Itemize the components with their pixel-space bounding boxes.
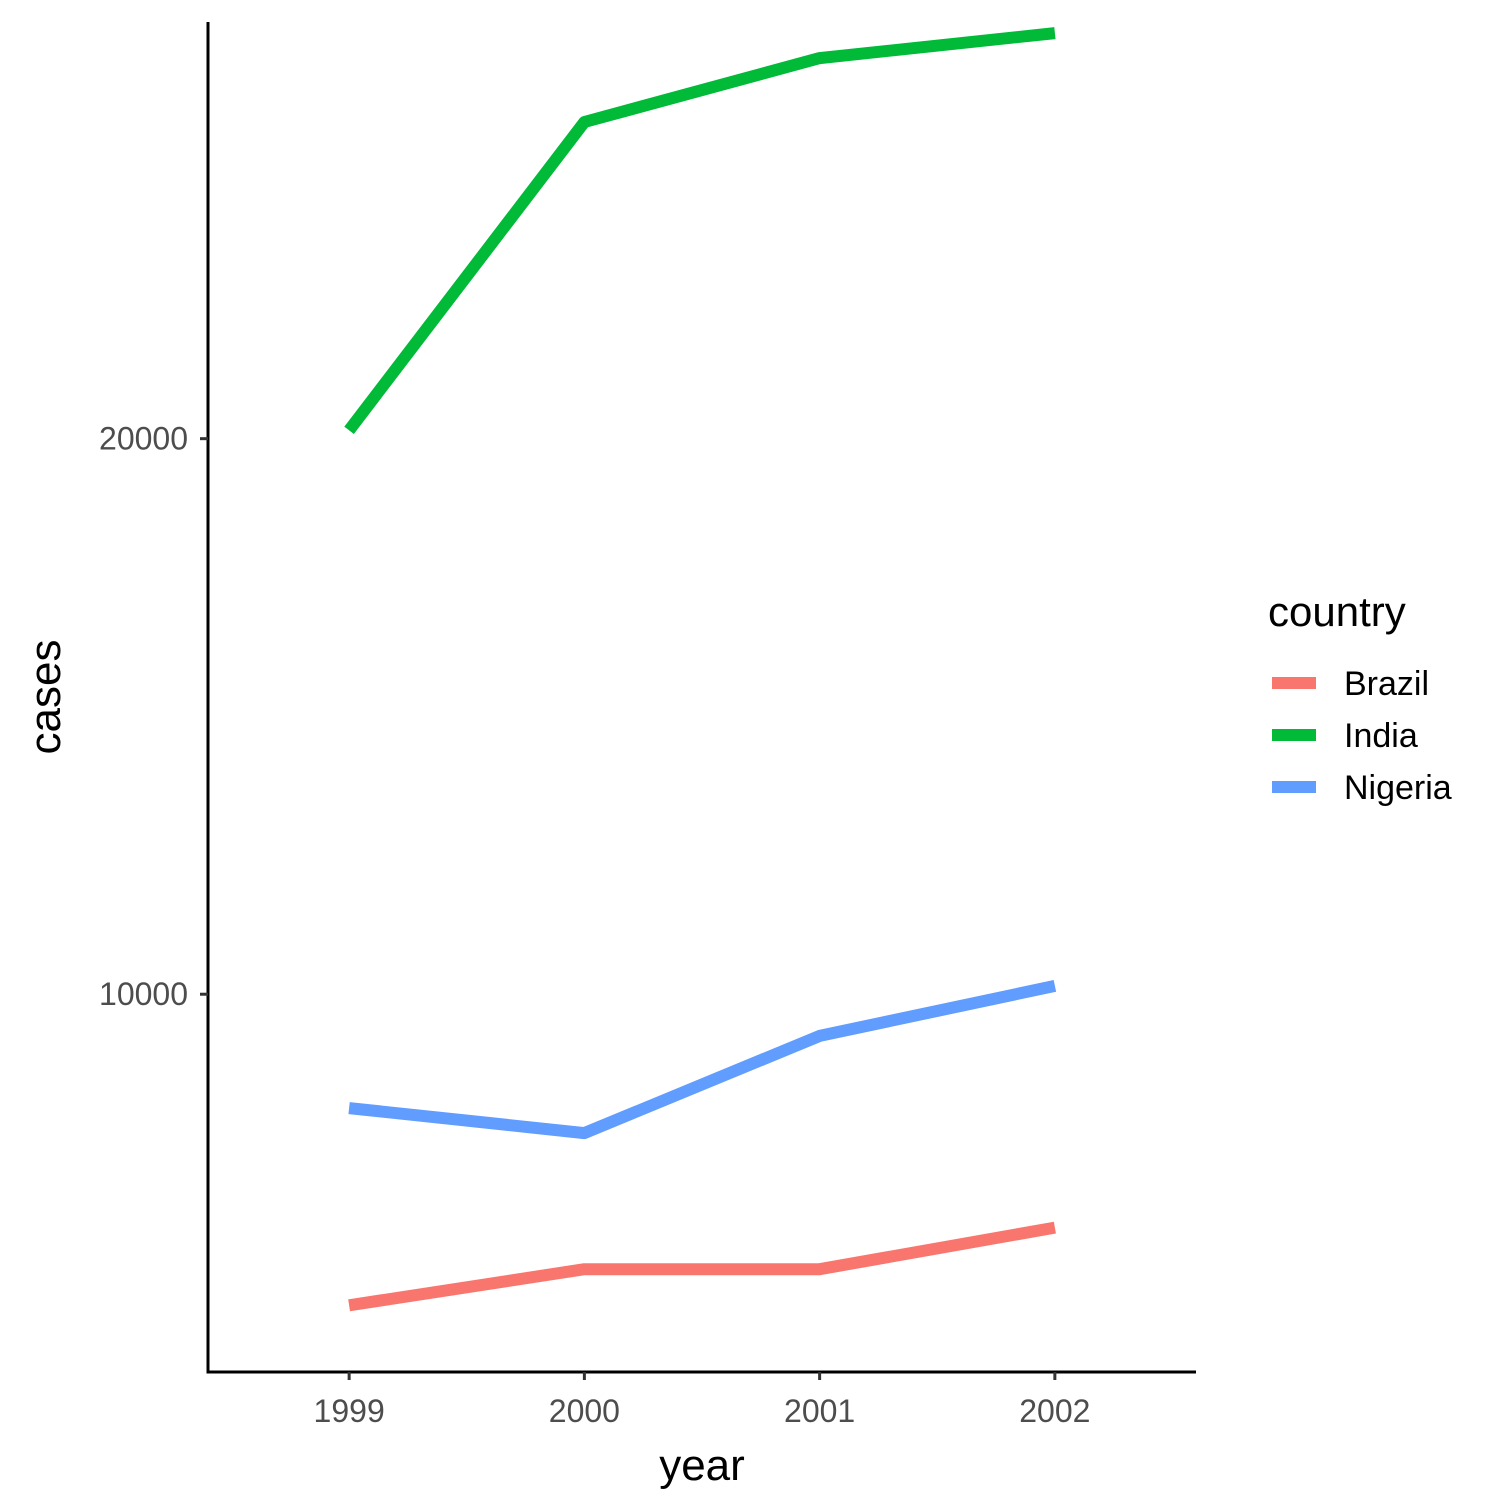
y-tick-label: 20000 xyxy=(99,421,188,457)
x-axis-title: year xyxy=(659,1441,745,1490)
legend: country Brazil India Nigeria xyxy=(1268,588,1452,807)
x-tick-label: 2002 xyxy=(1019,1393,1090,1429)
y-axis-title: cases xyxy=(21,640,70,755)
y-tick-label: 10000 xyxy=(99,976,188,1012)
series-line-brazil xyxy=(348,1221,1056,1312)
legend-label-india: India xyxy=(1344,717,1418,755)
legend-title: country xyxy=(1268,588,1406,635)
legend-label-brazil: Brazil xyxy=(1344,665,1429,703)
y-axis-ticks: 10000 20000 xyxy=(99,421,208,1012)
series-line-nigeria xyxy=(348,980,1057,1140)
x-tick-label: 1999 xyxy=(314,1393,385,1429)
x-tick-label: 2000 xyxy=(549,1393,620,1429)
legend-label-nigeria: Nigeria xyxy=(1344,769,1452,807)
x-axis-ticks: 1999 2000 2001 2002 xyxy=(314,1372,1090,1429)
series-layer xyxy=(344,27,1057,1312)
series-line-india xyxy=(344,27,1056,434)
x-tick-label: 2001 xyxy=(784,1393,855,1429)
